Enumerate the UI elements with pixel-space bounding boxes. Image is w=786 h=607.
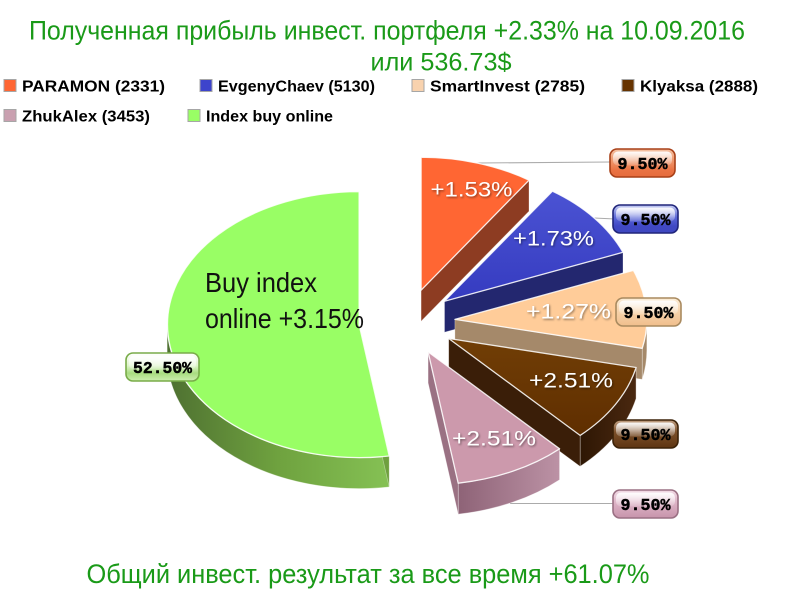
svg-text:online +3.15%: online +3.15% (205, 303, 364, 334)
svg-text:9.50%: 9.50% (618, 156, 669, 175)
svg-text:Buy index: Buy index (205, 267, 317, 298)
svg-text:9.50%: 9.50% (621, 497, 672, 516)
svg-text:+1.27%: +1.27% (526, 301, 611, 324)
svg-text:+2.51%: +2.51% (452, 428, 536, 451)
svg-text:Klyaksa (2888): Klyaksa (2888) (640, 79, 758, 96)
svg-text:EvgenyChaev (5130): EvgenyChaev (5130) (218, 79, 375, 96)
svg-text:+1.53%: +1.53% (431, 179, 513, 202)
svg-text:SmartInvest (2785): SmartInvest (2785) (430, 79, 585, 96)
svg-text:+2.51%: +2.51% (529, 370, 613, 393)
svg-text:+1.73%: +1.73% (513, 228, 594, 251)
svg-text:Полученная прибыль инвест. пор: Полученная прибыль инвест. портфеля +2.3… (29, 16, 745, 46)
svg-text:Index buy online: Index buy online (206, 109, 333, 126)
svg-text:52.50%: 52.50% (133, 360, 193, 379)
svg-text:или 536.73$: или 536.73$ (371, 49, 512, 77)
svg-text:ZhukAlex (3453): ZhukAlex (3453) (22, 109, 150, 126)
svg-text:9.50%: 9.50% (621, 212, 672, 231)
svg-text:PARAMON (2331): PARAMON (2331) (22, 79, 165, 96)
svg-text:Общий инвест. результат за все: Общий инвест. результат за все время +61… (87, 559, 650, 589)
svg-text:9.50%: 9.50% (621, 427, 672, 446)
svg-text:9.50%: 9.50% (624, 305, 675, 324)
